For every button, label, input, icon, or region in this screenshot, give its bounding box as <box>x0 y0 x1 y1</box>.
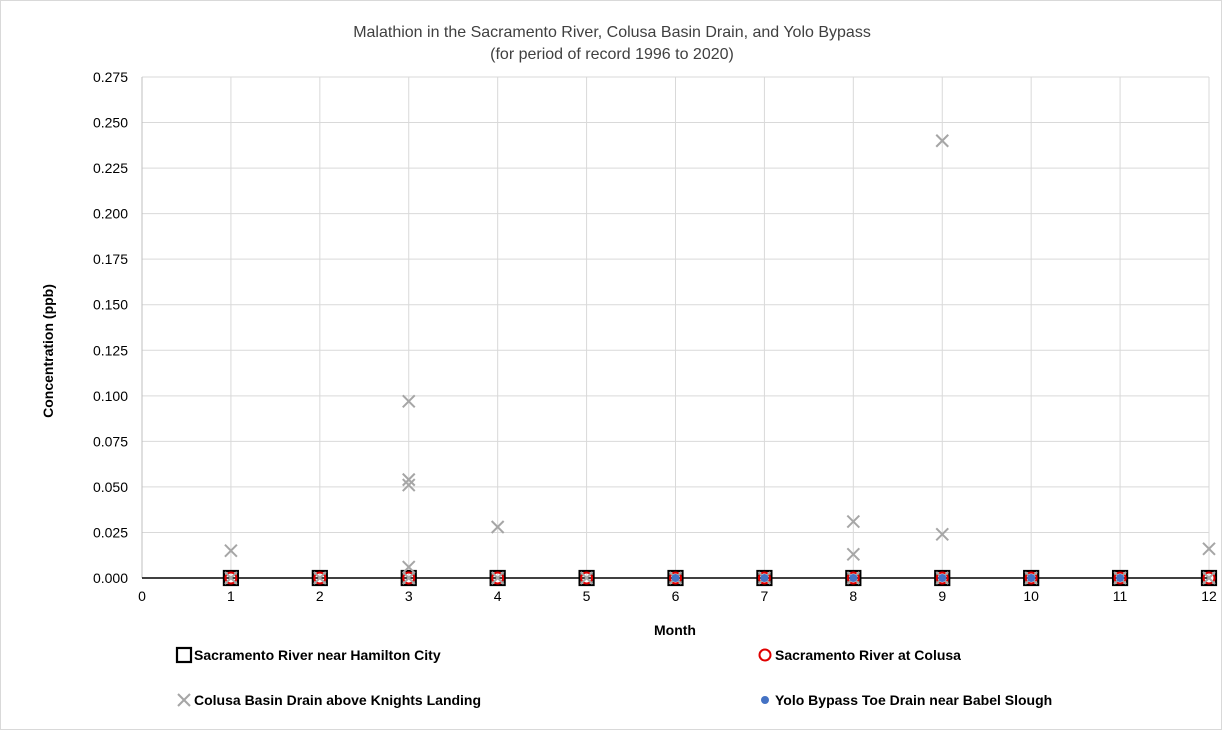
data-point <box>400 569 417 587</box>
data-point <box>579 571 594 585</box>
legend-item: Sacramento River near Hamilton City <box>175 646 441 664</box>
data-point <box>846 514 861 529</box>
y-tick-labels: 0.000 0.025 0.050 0.075 0.100 0.125 0.150 0.175… <box>93 69 128 586</box>
data-point <box>490 571 505 585</box>
x-tick-label: 3 <box>405 588 413 604</box>
legend-marker <box>758 648 772 662</box>
data-point <box>402 478 416 492</box>
x-tick-label: 8 <box>849 588 857 604</box>
data-point <box>760 574 769 582</box>
data-point <box>402 472 416 487</box>
data-point <box>1116 574 1125 582</box>
data-point <box>313 571 327 585</box>
y-tick-label: 0.075 <box>93 433 128 449</box>
x-tick-label: 5 <box>583 588 591 604</box>
x-tick-label: 12 <box>1201 588 1217 604</box>
data-point <box>935 527 949 541</box>
x-tick-label: 6 <box>672 588 680 604</box>
series-2 <box>224 134 1216 585</box>
y-tick-label: 0.000 <box>93 570 128 586</box>
x-tick-labels: 0 1 2 3 4 5 6 7 8 9 10 11 12 <box>138 588 1217 604</box>
gridlines <box>142 76 1210 578</box>
data-point <box>1202 571 1216 585</box>
data-point <box>491 571 505 585</box>
y-tick-label: 0.275 <box>93 69 128 85</box>
data-point <box>1202 542 1216 556</box>
x-axis-title: Month <box>654 622 696 638</box>
legend-label: Colusa Basin Drain above Knights Landing <box>194 692 481 708</box>
legend-marker <box>175 646 193 664</box>
y-tick-label: 0.225 <box>93 160 128 176</box>
x-tick-label: 1 <box>227 588 235 604</box>
data-point <box>1023 569 1040 587</box>
data-point <box>489 569 506 587</box>
legend-item: Sacramento River at Colusa <box>758 647 961 663</box>
data-point <box>846 547 861 562</box>
legend-label: Yolo Bypass Toe Drain near Babel Slough <box>775 692 1052 708</box>
y-tick-label: 0.250 <box>93 115 128 131</box>
data-points <box>222 134 1218 587</box>
data-point <box>845 569 862 587</box>
data-point <box>756 569 773 587</box>
chart-title: Malathion in the Sacramento River, Colus… <box>353 24 871 41</box>
data-point <box>669 571 682 585</box>
legend-item: Yolo Bypass Toe Drain near Babel Slough <box>761 692 1052 708</box>
data-point <box>490 520 505 534</box>
data-point <box>224 571 238 585</box>
data-point <box>1113 571 1127 585</box>
legend-marker <box>177 693 191 707</box>
data-point <box>313 571 327 585</box>
data-point <box>935 571 949 585</box>
legend-label: Sacramento River near Hamilton City <box>194 647 441 663</box>
data-point <box>1200 569 1218 587</box>
legend-marker <box>761 696 769 704</box>
data-point <box>846 571 860 585</box>
y-tick-label: 0.050 <box>93 479 128 495</box>
y-tick-label: 0.100 <box>93 388 128 404</box>
data-point <box>402 394 416 408</box>
data-point <box>938 574 947 582</box>
data-point <box>402 571 416 585</box>
data-point <box>667 569 684 587</box>
x-tick-label: 2 <box>316 588 324 604</box>
data-point <box>934 569 951 587</box>
data-point <box>757 571 771 585</box>
legend: Sacramento River near Hamilton City Sacra… <box>175 646 1052 708</box>
x-tick-label: 4 <box>494 588 502 604</box>
data-point <box>402 571 416 585</box>
legend-label: Sacramento River at Colusa <box>775 647 961 663</box>
y-axis-title: Concentration (ppb) <box>40 284 56 418</box>
chart-subtitle: (for period of record 1996 to 2020) <box>490 46 734 63</box>
series-0 <box>222 569 1218 587</box>
y-tick-label: 0.200 <box>93 206 128 222</box>
x-tick-label: 10 <box>1023 588 1039 604</box>
x-tick-label: 11 <box>1113 588 1128 604</box>
series-1 <box>224 571 1216 585</box>
y-tick-label: 0.175 <box>93 251 128 267</box>
data-point <box>849 574 858 582</box>
data-point <box>1027 574 1036 582</box>
x-tick-label: 7 <box>761 588 769 604</box>
data-point <box>1202 571 1216 585</box>
data-point <box>224 543 238 558</box>
y-tick-label: 0.125 <box>93 342 128 358</box>
y-tick-label: 0.150 <box>93 297 128 313</box>
y-tick-label: 0.025 <box>93 524 128 540</box>
series-3 <box>671 574 1125 582</box>
data-point <box>671 574 680 582</box>
x-tick-label: 9 <box>938 588 946 604</box>
data-point <box>224 571 238 585</box>
data-point <box>580 571 594 585</box>
data-point <box>222 569 240 587</box>
data-point <box>935 134 949 148</box>
data-point <box>1111 569 1129 587</box>
data-point <box>402 560 416 574</box>
data-point <box>578 569 595 587</box>
data-point <box>311 569 328 587</box>
data-point <box>1024 571 1038 585</box>
x-tick-label: 0 <box>138 588 146 604</box>
legend-item: Colusa Basin Drain above Knights Landing <box>177 692 481 708</box>
